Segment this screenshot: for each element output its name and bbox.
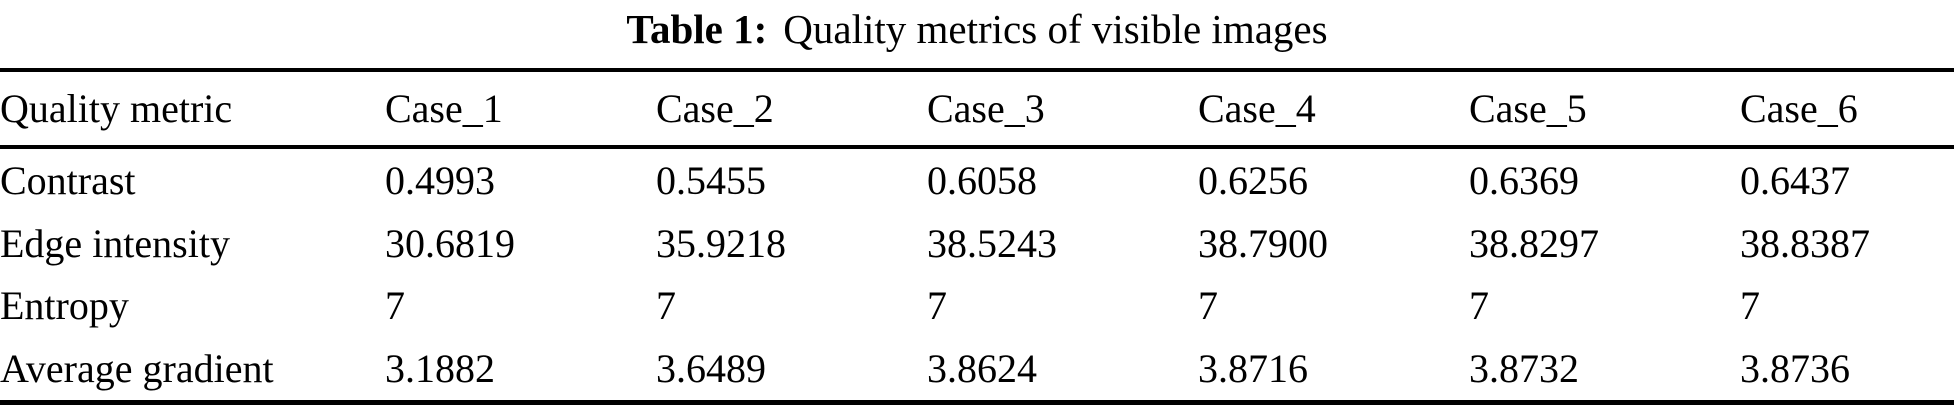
- table-cell: 35.9218: [656, 220, 786, 266]
- table-cell: 7: [1198, 283, 1218, 329]
- table-cell: 3.1882: [385, 337, 656, 406]
- table-cell: 3.8624: [927, 337, 1198, 406]
- table-cell: 0.5455: [656, 157, 766, 203]
- table-cell: 7: [656, 283, 676, 329]
- column-header-case-4: Case_4: [1198, 68, 1469, 149]
- table-cell: 0.4993: [385, 157, 495, 203]
- table-caption-label: Table 1:: [626, 6, 768, 52]
- table-cell: 7: [927, 283, 947, 329]
- column-header-quality-metric: Quality metric: [0, 68, 385, 149]
- table-cell: 3.8716: [1198, 337, 1469, 406]
- table-cell: 30.6819: [385, 220, 515, 266]
- table-cell: 3.6489: [656, 337, 927, 406]
- row-label: Edge intensity: [0, 220, 230, 266]
- table-caption-text: Quality metrics of visible images: [783, 6, 1328, 52]
- column-header-case-3: Case_3: [927, 68, 1198, 149]
- table-cell: 0.6369: [1469, 157, 1579, 203]
- table-cell: 3.8732: [1469, 337, 1740, 406]
- table-cell: 0.6256: [1198, 157, 1308, 203]
- table-row-average-gradient: Average gradient 3.1882 3.6489 3.8624 3.…: [0, 337, 1954, 406]
- row-label: Entropy: [0, 283, 129, 329]
- header-row: Quality metric Case_1 Case_2 Case_3 Case…: [0, 68, 1954, 149]
- table-cell: 7: [1469, 283, 1489, 329]
- quality-metrics-table: Quality metric Case_1 Case_2 Case_3 Case…: [0, 68, 1954, 406]
- table-caption: Table 1: Quality metrics of visible image…: [0, 0, 1954, 58]
- table-cell: 38.7900: [1198, 220, 1328, 266]
- column-header-case-6: Case_6: [1740, 68, 1954, 149]
- table-cell: 7: [385, 283, 405, 329]
- table-cell: 0.6437: [1740, 157, 1850, 203]
- table-cell: 38.8387: [1740, 220, 1870, 266]
- column-header-case-5: Case_5: [1469, 68, 1740, 149]
- table-cell: 3.8736: [1740, 337, 1954, 406]
- table-cell: 7: [1740, 283, 1760, 329]
- table-row-contrast: Contrast 0.4993 0.5455 0.6058 0.6256 0.6…: [0, 147, 1954, 212]
- row-label: Average gradient: [0, 337, 385, 406]
- table-cell: 38.8297: [1469, 220, 1599, 266]
- table-cell: 38.5243: [927, 220, 1057, 266]
- table-row-edge-intensity: Edge intensity 30.6819 35.9218 38.5243 3…: [0, 212, 1954, 275]
- table-row-entropy: Entropy 7 7 7 7 7 7: [0, 275, 1954, 338]
- column-header-case-2: Case_2: [656, 68, 927, 149]
- row-label: Contrast: [0, 157, 136, 203]
- column-header-case-1: Case_1: [385, 68, 656, 149]
- table-cell: 0.6058: [927, 157, 1037, 203]
